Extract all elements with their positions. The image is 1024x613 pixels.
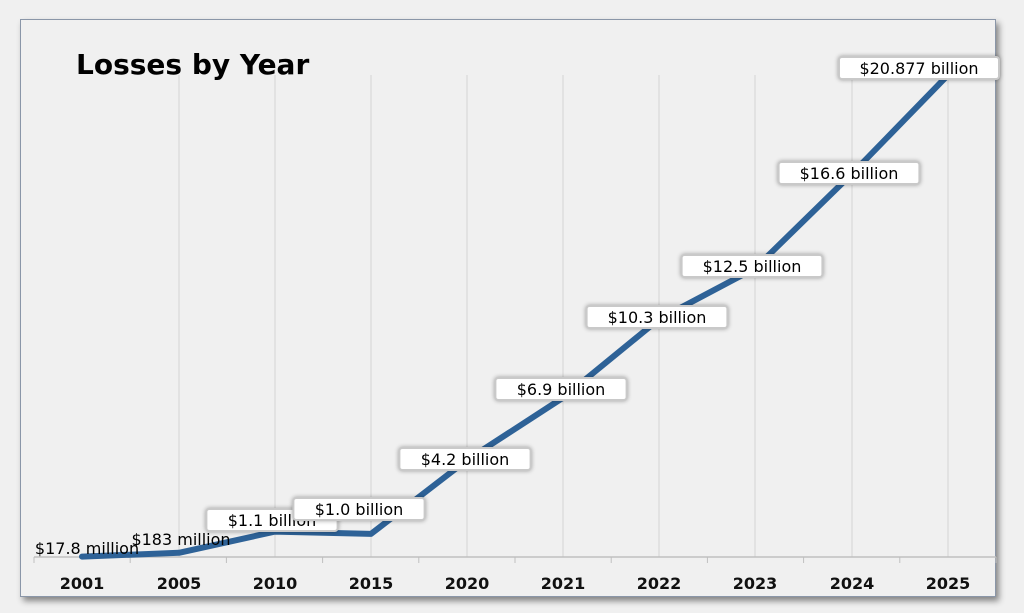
- x-tick-label: 2015: [349, 574, 394, 593]
- data-label-2023: $12.5 billion: [680, 254, 824, 278]
- data-point: [178, 551, 180, 554]
- data-label-text: $16.6 billion: [800, 164, 899, 183]
- data-label-2005: $183 million: [131, 530, 230, 549]
- data-label-text: $10.3 billion: [608, 308, 707, 327]
- series-line: [79, 72, 951, 560]
- x-tick-marks: [33, 557, 997, 563]
- x-tick-label: 2021: [541, 574, 586, 593]
- x-tick-label: 2022: [637, 574, 682, 593]
- data-label-box: [585, 305, 729, 329]
- data-label-box: [292, 497, 426, 521]
- data-label-2015: $1.0 billion: [292, 497, 426, 521]
- x-tick-label: 2005: [157, 574, 202, 593]
- chart-frame: Losses by Year: [20, 19, 996, 597]
- data-label-text: $1.0 billion: [315, 500, 404, 519]
- data-label-2025: $20.877 billion: [838, 56, 1000, 80]
- data-label-text: $6.9 billion: [517, 380, 606, 399]
- data-label-2022: $10.3 billion: [585, 305, 729, 329]
- gridlines: [178, 75, 949, 557]
- data-label-2024: $16.6 billion: [777, 161, 921, 185]
- data-label-2021: $6.9 billion: [494, 377, 628, 401]
- data-label-text: $12.5 billion: [703, 257, 802, 276]
- chart-title: Losses by Year: [76, 48, 310, 81]
- data-label-box: [777, 161, 921, 185]
- x-tick-label: 2023: [733, 574, 778, 593]
- x-tick-label: 2024: [830, 574, 875, 593]
- x-tick-label: 2020: [445, 574, 490, 593]
- data-label-text: $17.8 million: [35, 539, 139, 558]
- x-tick-label: 2001: [60, 574, 105, 593]
- data-label-2020: $4.2 billion: [398, 447, 532, 471]
- x-tick-label: 2025: [926, 574, 971, 593]
- data-label-box: [838, 56, 1000, 80]
- data-label-box: [494, 377, 628, 401]
- data-label-box: [680, 254, 824, 278]
- data-label-text: $4.2 billion: [421, 450, 510, 469]
- data-label-2001: $17.8 million: [35, 539, 139, 558]
- data-label-text: $20.877 billion: [859, 59, 978, 78]
- data-label-text: $183 million: [131, 530, 230, 549]
- x-tick-label: 2010: [253, 574, 298, 593]
- data-point: [81, 555, 83, 558]
- data-point: [370, 532, 372, 535]
- data-label-box: [398, 447, 532, 471]
